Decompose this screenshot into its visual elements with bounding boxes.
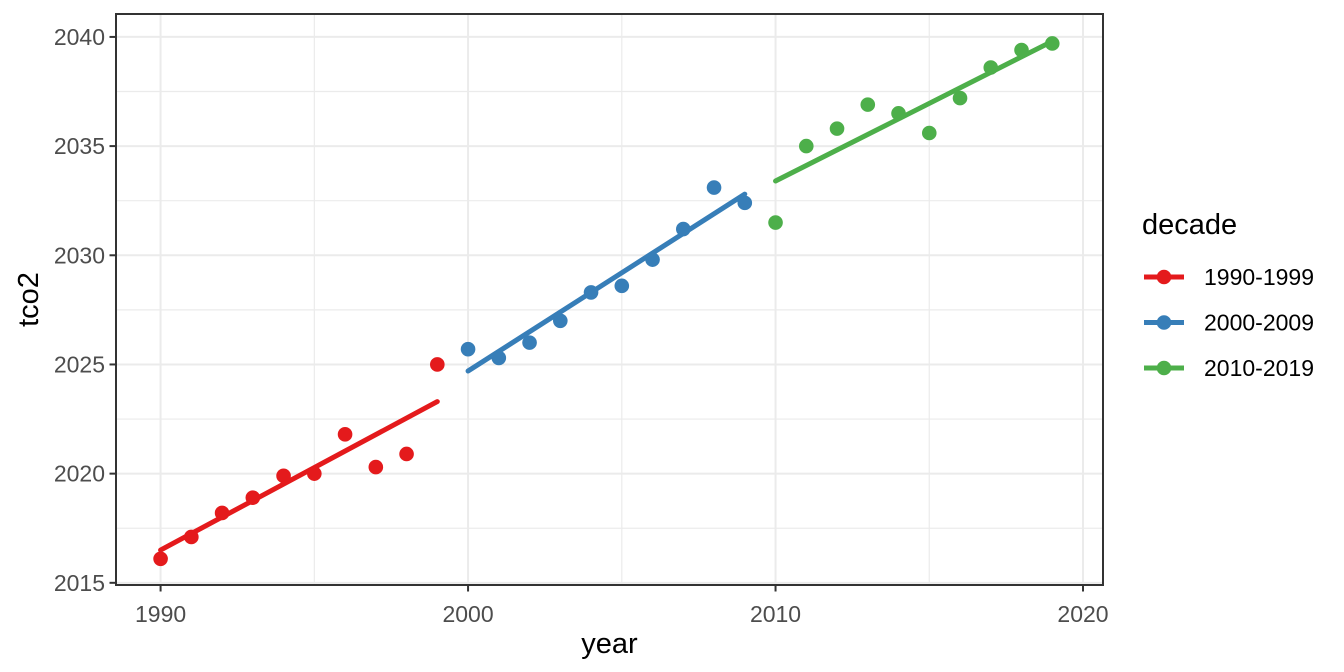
x-tick-label: 1990: [135, 601, 186, 627]
data-point: [153, 551, 168, 567]
y-tick-label: 2030: [54, 242, 105, 268]
panel-background: [116, 14, 1103, 585]
x-tick-label: 2020: [1057, 601, 1108, 627]
trend-line: [465, 191, 748, 374]
data-point: [768, 215, 783, 230]
data-point: [737, 195, 753, 211]
data-point: [214, 505, 230, 521]
data-point: [983, 60, 999, 75]
legend-label: 2000-2009: [1204, 310, 1314, 336]
data-point: [952, 90, 968, 106]
y-tick-label: 2035: [54, 133, 105, 159]
data-point: [491, 350, 507, 366]
data-point: [522, 335, 537, 350]
legend-key-dot: [1156, 360, 1172, 376]
data-point: [891, 106, 906, 121]
data-point: [337, 427, 353, 442]
data-point: [1044, 36, 1060, 51]
data-point: [276, 468, 291, 484]
data-point: [860, 97, 876, 112]
data-point: [553, 313, 568, 329]
data-point: [829, 121, 845, 136]
data-point: [399, 446, 414, 462]
legend-title: decade: [1142, 209, 1237, 241]
y-tick-label: 2025: [54, 351, 105, 377]
y-tick-label: 2040: [54, 24, 105, 50]
data-point: [368, 459, 384, 475]
data-point: [430, 357, 445, 372]
y-tick-label: 2020: [54, 461, 105, 487]
data-point: [245, 490, 261, 505]
x-axis-title: year: [581, 628, 638, 660]
x-tick-label: 2000: [442, 601, 493, 627]
data-point: [798, 138, 814, 154]
panel-border: [115, 13, 1104, 586]
data-point: [675, 221, 691, 237]
data-point: [645, 252, 660, 267]
data-point: [614, 278, 630, 294]
data-point: [1014, 42, 1029, 58]
legend-key-dot: [1156, 315, 1172, 330]
data-point: [460, 341, 476, 357]
legend-key-dot: [1156, 269, 1172, 285]
data-point: [706, 180, 722, 195]
x-tick-label: 2010: [750, 601, 801, 627]
trend-line: [158, 399, 440, 553]
y-tick-label: 2015: [54, 570, 105, 596]
legend-label: 1990-1999: [1204, 264, 1314, 290]
trend-line: [773, 38, 1055, 184]
y-axis-title: tco2: [13, 272, 45, 327]
data-point: [184, 529, 199, 545]
data-point: [921, 125, 937, 141]
data-point: [583, 285, 599, 300]
data-point: [307, 466, 322, 481]
legend-label: 2010-2019: [1204, 355, 1314, 381]
